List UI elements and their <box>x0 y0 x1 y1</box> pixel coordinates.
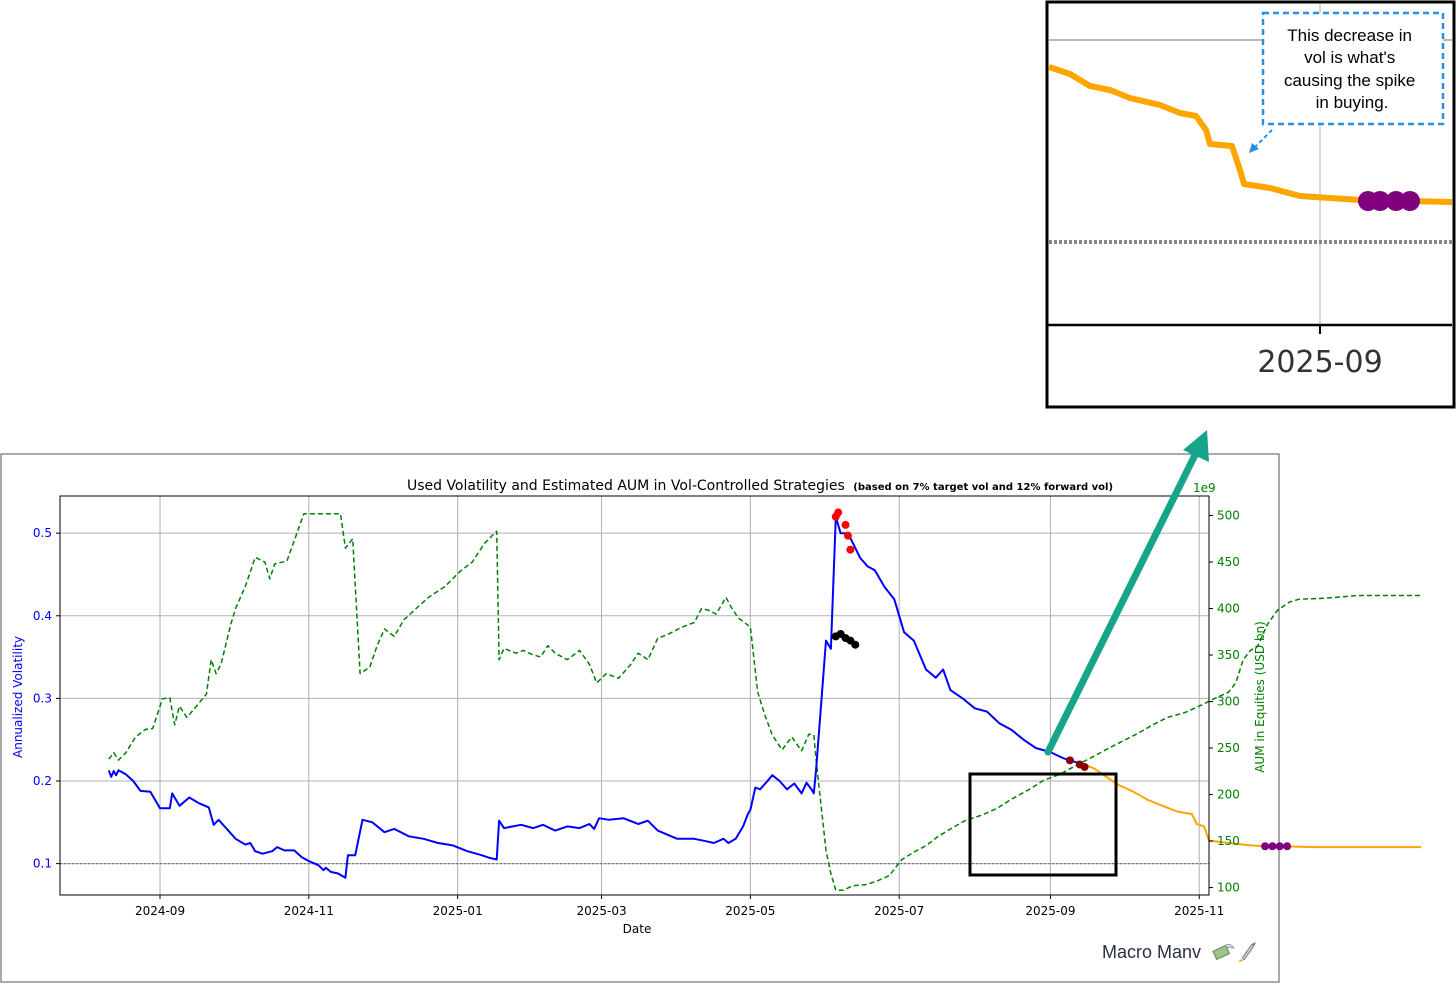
y-right-axis-label: AUM in Equities (USD bn) <box>1253 621 1267 773</box>
money-with-wings-icon <box>1212 944 1235 961</box>
y-right-tick-label: 250 <box>1217 741 1240 755</box>
grid-lines <box>60 496 1209 895</box>
marker-purple <box>1268 842 1277 851</box>
y-left-tick-label: 0.5 <box>33 526 52 540</box>
y-left-axis-label: Annualized Volatility <box>11 636 25 758</box>
y-right-tick-label: 300 <box>1217 695 1240 709</box>
rocket-icon <box>1238 942 1256 962</box>
marker-purple <box>1261 842 1270 851</box>
y-right-tick-label: 200 <box>1217 788 1240 802</box>
y-left-tick-label: 0.3 <box>33 691 52 705</box>
y-right-tick-label: 400 <box>1217 602 1240 616</box>
callout-text: This decrease in vol is what's causing t… <box>1284 26 1420 112</box>
y-right-tick-label: 100 <box>1217 881 1240 895</box>
chart-subtitle: (based on 7% target vol and 12% forward … <box>853 482 1113 493</box>
x-axis-ticks: 2024-09 2024-11 2025-01 2025-03 2025-05 2025-… <box>135 895 1224 918</box>
marker-purple <box>1275 842 1284 851</box>
x-tick-label: 2025-11 <box>1174 904 1224 918</box>
series-line-vol_actual <box>107 515 1083 879</box>
x-tick-label: 2025-05 <box>725 904 775 918</box>
marker-black <box>851 640 860 649</box>
marker-red <box>841 520 850 529</box>
watermark-text: Macro Manv <box>1102 942 1201 962</box>
highlight-box <box>968 772 1118 877</box>
callout-pointer <box>1249 129 1273 153</box>
series-markers <box>831 508 1292 851</box>
marker-darkred <box>1065 756 1074 765</box>
x-tick-label: 2025-09 <box>1025 904 1075 918</box>
pointer-arrow <box>1044 430 1209 756</box>
y-right-tick-label: 500 <box>1217 509 1240 523</box>
inset-purple-markers <box>1358 191 1420 211</box>
marker-red <box>843 531 852 540</box>
y-left-axis-ticks: 0.1 0.2 0.3 0.4 0.5 <box>33 526 60 871</box>
marker-red <box>834 508 843 517</box>
y-left-tick-label: 0.4 <box>33 609 52 623</box>
x-tick-label: 2025-07 <box>874 904 924 918</box>
marker-purple <box>1283 842 1292 851</box>
right-axis-multiplier: 1e9 <box>1193 481 1216 495</box>
y-right-axis-ticks: 100 150 200 250 300 350 400 450 500 <box>1209 509 1240 895</box>
y-left-tick-label: 0.2 <box>33 774 52 788</box>
marker-darkred <box>1080 762 1089 771</box>
callout-bubble <box>1261 11 1445 126</box>
watermark: Macro Manv <box>1102 942 1256 962</box>
zoom-inset: 2025-09 This decrease in vol is what's c… <box>1045 0 1456 409</box>
x-tick-label: 2024-11 <box>284 904 334 918</box>
x-axis-label: Date <box>623 922 652 936</box>
y-right-tick-label: 450 <box>1217 555 1240 569</box>
inset-forward-vol-line <box>1048 64 1453 205</box>
x-tick-label: 2024-09 <box>135 904 185 918</box>
series-line-aum <box>108 512 1422 892</box>
plot-area <box>59 495 1422 896</box>
inset-tick-label: 2025-09 <box>1257 345 1382 380</box>
chart-title-group: Used Volatility and Estimated AUM in Vol… <box>407 478 1113 494</box>
x-tick-label: 2025-03 <box>576 904 626 918</box>
plot-border <box>59 495 1210 896</box>
chart-title: Used Volatility and Estimated AUM in Vol… <box>407 478 845 494</box>
x-tick-label: 2025-01 <box>433 904 483 918</box>
y-left-tick-label: 0.1 <box>33 857 52 871</box>
y-right-tick-label: 150 <box>1217 834 1240 848</box>
y-right-tick-label: 350 <box>1217 648 1240 662</box>
marker-red <box>846 545 855 554</box>
